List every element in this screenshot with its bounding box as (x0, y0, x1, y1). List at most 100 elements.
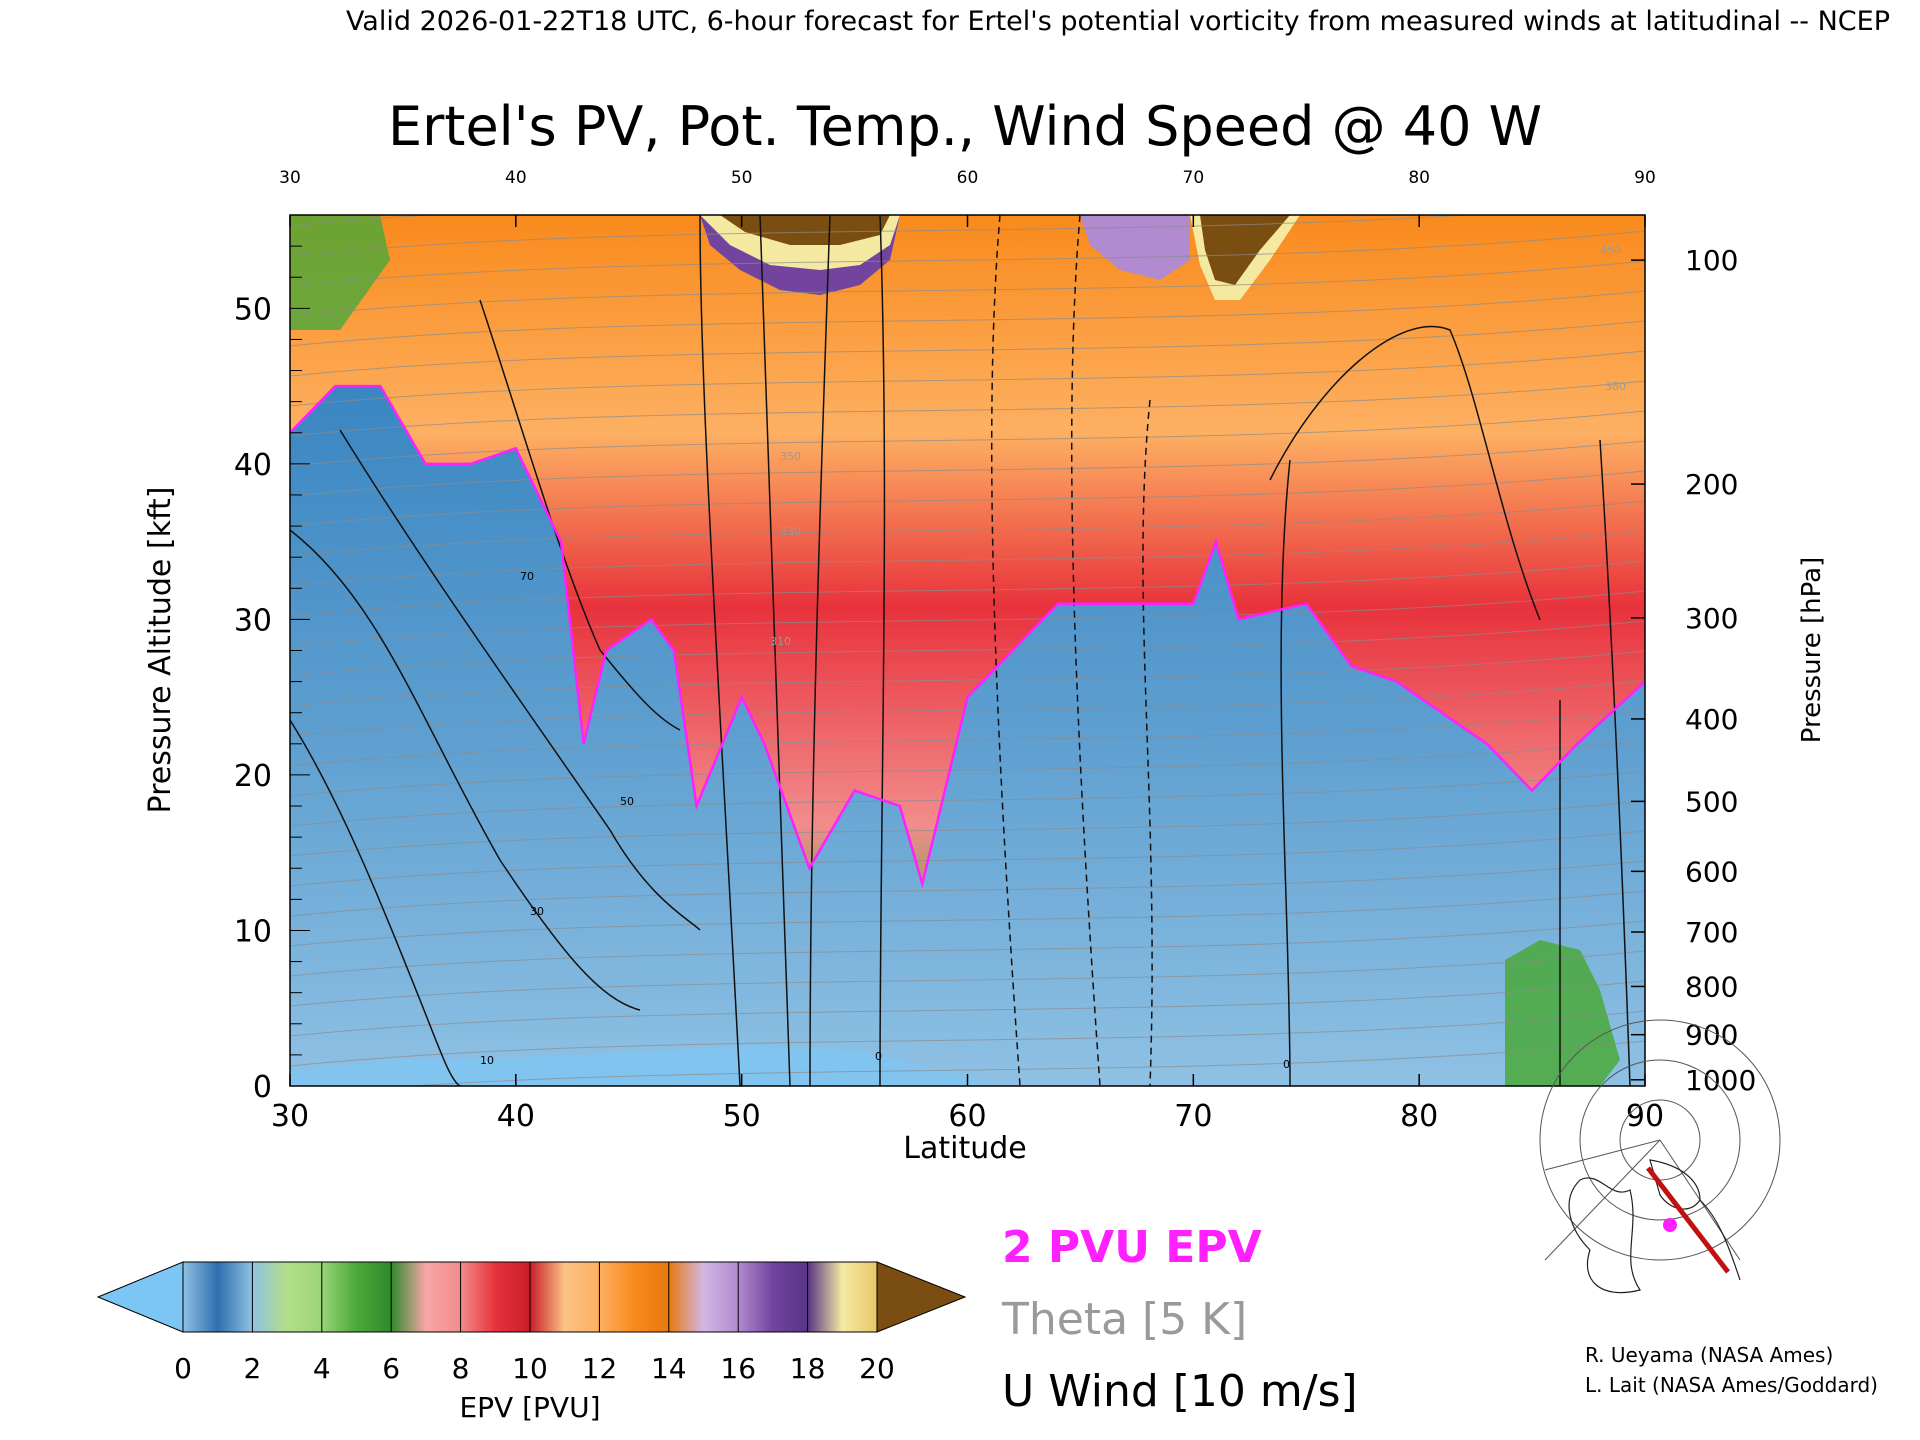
wind-label-70: 70 (520, 570, 534, 583)
theta-label-330: 330 (780, 525, 801, 538)
colorbar: 0 2 4 6 8 10 12 14 16 18 20 EPV [PVU] (96, 1261, 967, 1424)
inset-track (1646, 1166, 1730, 1274)
theta-label-310: 310 (770, 635, 791, 648)
wind-label-0b: 0 (1283, 1058, 1290, 1071)
colorbar-tick-label: 2 (243, 1352, 261, 1385)
colorbar-tick-label: 18 (790, 1352, 826, 1385)
x-tick-label-top: 50 (731, 168, 753, 188)
theta-contour-line (290, 890, 1645, 947)
theta-label-350: 350 (780, 450, 801, 463)
wind-contour-10c (1269, 325, 1541, 621)
credit-line-2: L. Lait (NASA Ames/Goddard) (1585, 1373, 1878, 1397)
wind-contour-10b (809, 215, 831, 1086)
pv-blob-green-left (290, 215, 390, 330)
x-axis-label: Latitude (903, 1131, 1026, 1166)
theta-contour-line (290, 860, 1645, 917)
axes: 3030404050506060707080809090010203040501… (234, 168, 1756, 1134)
header-text: Valid 2026-01-22T18 UTC, 6-hour forecast… (346, 6, 1890, 37)
x-tick-label: 40 (497, 1099, 535, 1134)
colorbar-tick-label: 16 (720, 1352, 756, 1385)
theta-contour-line (290, 830, 1645, 887)
pressure-tick-label: 700 (1685, 916, 1738, 949)
wind-contour-10e (1599, 439, 1631, 1086)
colorbar-tick-label: 14 (651, 1352, 687, 1385)
pressure-tick-label: 100 (1685, 244, 1738, 277)
pv-blob-brown-2 (1200, 215, 1290, 285)
colorbar-tick-label: 8 (452, 1352, 470, 1385)
tropopause-2pvu-line (290, 384, 1645, 889)
x-tick-label: 60 (948, 1099, 986, 1134)
colorbar-under-arrow (96, 1261, 184, 1333)
theta-contour-line (290, 920, 1645, 977)
wind-contour-70a (479, 299, 681, 731)
plot-area: 30 50 70 10 0 0 310 330 350 380 450 (290, 215, 1645, 1086)
colorbar-tick-label: 20 (859, 1352, 895, 1385)
x-tick-label-top: 90 (1634, 168, 1656, 188)
theta-contour-line (290, 230, 1645, 287)
colorbar-tick-label: 10 (512, 1352, 548, 1385)
y-tick-label: 40 (234, 448, 272, 483)
theta-contour-line (290, 380, 1645, 437)
wind-contour-0a (879, 215, 886, 1086)
theta-contour-line (290, 320, 1645, 377)
inset-marker (1663, 1218, 1677, 1232)
x-tick-label: 50 (723, 1099, 761, 1134)
theta-contour-line (290, 590, 1645, 647)
wind-contour-30c (759, 215, 791, 1086)
theta-contour-line (290, 350, 1645, 407)
legend-pv: 2 PVU EPV (1002, 1222, 1262, 1273)
x-tick-label: 90 (1626, 1099, 1664, 1134)
wind-contour-neg-c (1142, 399, 1153, 1086)
wind-contour-30b (699, 215, 741, 1086)
wind-contour-30 (290, 529, 641, 1011)
credit-line-1: R. Ueyama (NASA Ames) (1585, 1343, 1833, 1367)
pressure-tick-label: 400 (1685, 703, 1738, 736)
theta-contour-line (290, 800, 1645, 857)
legend: 2 PVU EPV Theta [5 K] U Wind [10 m/s] (1001, 1222, 1358, 1417)
x-tick-label: 80 (1400, 1099, 1438, 1134)
polar-map-icon (1539, 1019, 1781, 1305)
theta-contour-line (290, 530, 1645, 587)
colorbar-tick-label: 0 (174, 1352, 192, 1385)
wind-contour-50 (339, 429, 701, 931)
wind-label-0: 0 (875, 1050, 882, 1063)
colorbar-tick-label: 12 (582, 1352, 618, 1385)
theta-contour-line (290, 440, 1645, 497)
theta-contour-line (290, 215, 1475, 257)
pv-blob-brown (720, 215, 890, 245)
wind-label-10: 10 (480, 1054, 494, 1067)
y-tick-label: 50 (234, 292, 272, 327)
x-tick-label-top: 80 (1408, 168, 1430, 188)
pressure-tick-label: 300 (1685, 602, 1738, 635)
theta-contour-line (405, 1040, 1645, 1086)
theta-contour-line (290, 680, 1645, 737)
pv-blob-green-arctic (1505, 940, 1620, 1086)
pressure-tick-label: 900 (1685, 1019, 1738, 1052)
y-tick-label: 0 (253, 1070, 272, 1105)
y-tick-label: 20 (234, 759, 272, 794)
theta-contour-line (290, 1010, 1645, 1067)
x-tick-label-top: 60 (957, 168, 979, 188)
wind-contour-neg-a (990, 215, 1021, 1086)
colorbar-label: EPV [PVU] (459, 1391, 600, 1424)
wind-contour-neg-b (1070, 215, 1101, 1086)
wind-contour-0b (1280, 459, 1291, 1086)
colorbar-over-arrow (876, 1261, 967, 1333)
theta-contour-line (290, 260, 1645, 317)
legend-wind: U Wind [10 m/s] (1002, 1366, 1358, 1417)
pressure-tick-label: 600 (1685, 855, 1738, 888)
low-pv-surface (290, 1045, 1000, 1086)
colorbar-tick-label: 4 (313, 1352, 331, 1385)
troposphere-fill (290, 386, 1645, 1086)
x-tick-label: 30 (271, 1099, 309, 1134)
theta-contour-line (290, 650, 1645, 707)
theta-label-450: 450 (1600, 244, 1621, 257)
pressure-tick-label: 200 (1685, 468, 1738, 501)
theta-contour-line (290, 620, 1645, 677)
theta-contour-line (290, 560, 1645, 617)
x-tick-label: 70 (1174, 1099, 1212, 1134)
pressure-tick-label: 800 (1685, 970, 1738, 1003)
pressure-tick-label: 500 (1685, 785, 1738, 818)
theta-contour-line (290, 740, 1645, 797)
